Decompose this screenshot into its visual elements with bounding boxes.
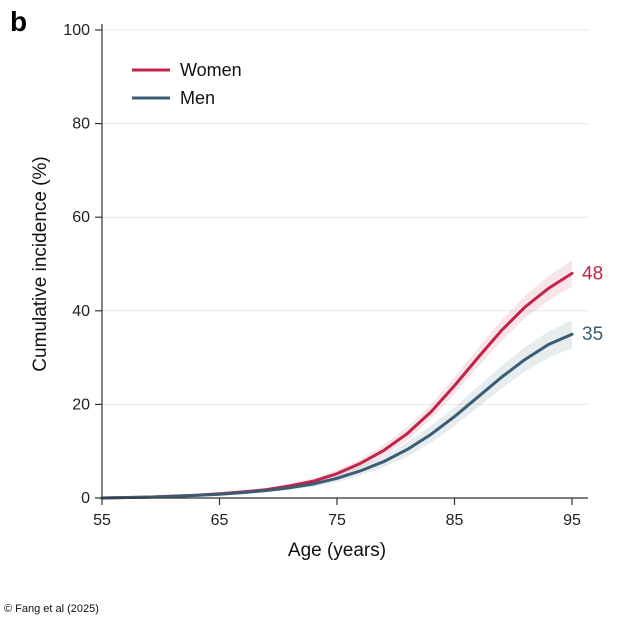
x-tick-label: 65	[211, 512, 229, 529]
end-label-women: 48	[582, 263, 603, 284]
y-tick-label: 20	[72, 396, 90, 413]
y-tick-label: 80	[72, 116, 90, 133]
y-tick-label: 100	[63, 22, 90, 39]
y-axis-title: Cumulative incidence (%)	[30, 156, 51, 371]
end-label-men: 35	[582, 324, 603, 345]
y-tick-label: 0	[81, 490, 90, 507]
chart: 55 65 75 85 95 0 20 40 60 80 100 Age (years) Cumulat…	[0, 0, 634, 623]
legend-label: Men	[180, 88, 215, 108]
credit-text: © Fang et al (2025)	[4, 603, 99, 615]
legend-label: Women	[180, 60, 242, 80]
x-tick-label: 55	[93, 512, 111, 529]
x-tick-label: 95	[563, 512, 581, 529]
x-axis-title: Age (years)	[288, 540, 386, 561]
x-tick-label: 75	[328, 512, 346, 529]
y-tick-label: 40	[72, 303, 90, 320]
y-tick-label: 60	[72, 209, 90, 226]
x-tick-label: 85	[446, 512, 464, 529]
chart-svg: 55 65 75 85 95 0 20 40 60 80 100 Age (years) Cumulat…	[0, 0, 634, 618]
